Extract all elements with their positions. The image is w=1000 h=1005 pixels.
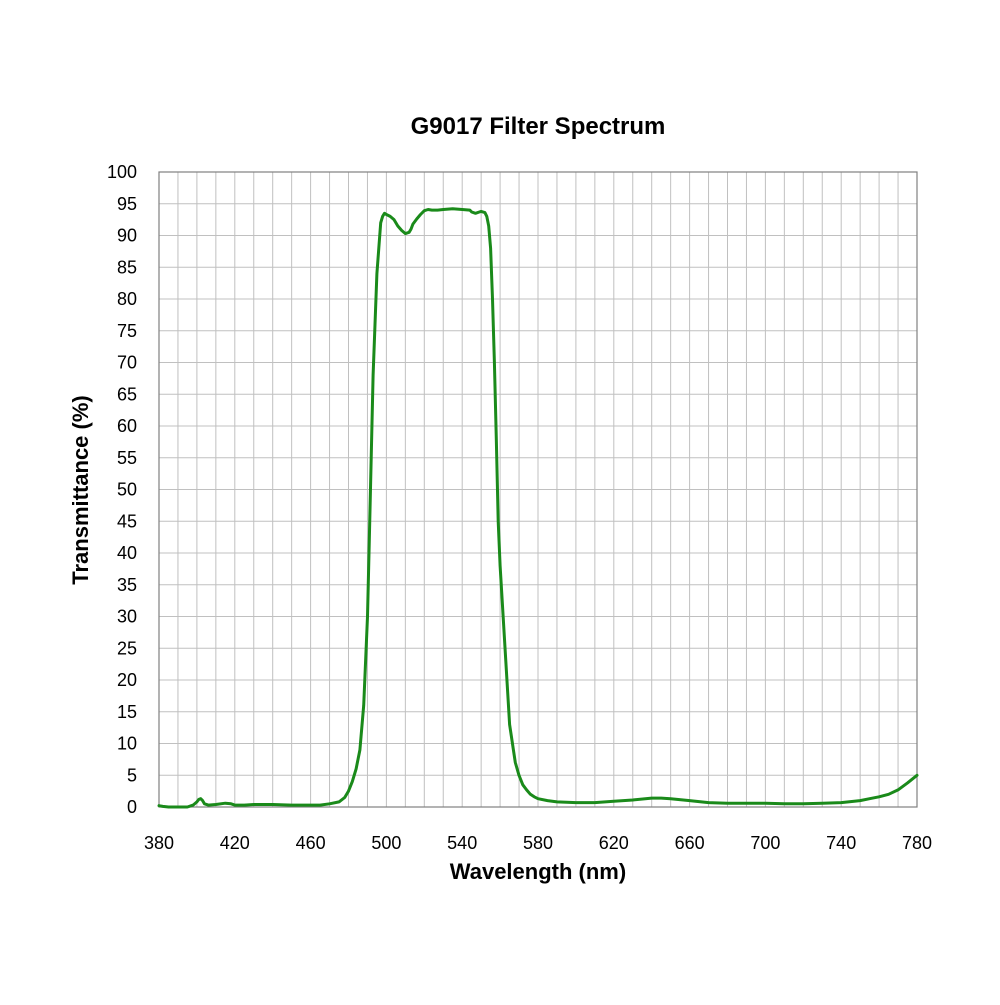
x-tick-label: 740 <box>826 833 856 853</box>
y-tick-labels: 0 5 10 15 20 25 30 35 40 45 50 55 60 65 70 75 80 85 90 95 10… <box>107 162 137 817</box>
x-axis-title: Wavelength (nm) <box>450 859 626 884</box>
y-tick-label: 35 <box>117 575 137 595</box>
y-tick-label: 100 <box>107 162 137 182</box>
y-tick-label: 75 <box>117 321 137 341</box>
grid <box>159 172 917 807</box>
x-tick-label: 500 <box>371 833 401 853</box>
x-tick-label: 460 <box>296 833 326 853</box>
x-tick-label: 580 <box>523 833 553 853</box>
y-tick-label: 30 <box>117 607 137 627</box>
plot-frame <box>158 171 918 808</box>
x-tick-label: 380 <box>144 833 174 853</box>
x-tick-label: 620 <box>599 833 629 853</box>
y-tick-label: 20 <box>117 670 137 690</box>
y-tick-label: 10 <box>117 734 137 754</box>
y-tick-label: 70 <box>117 353 137 373</box>
y-tick-label: 45 <box>117 511 137 531</box>
y-tick-label: 85 <box>117 257 137 277</box>
x-tick-label: 420 <box>220 833 250 853</box>
x-tick-label: 540 <box>447 833 477 853</box>
y-tick-label: 5 <box>127 765 137 785</box>
y-tick-label: 40 <box>117 543 137 563</box>
y-tick-label: 55 <box>117 448 137 468</box>
y-tick-label: 65 <box>117 384 137 404</box>
series-layer <box>157 207 919 809</box>
x-tick-label: 660 <box>675 833 705 853</box>
y-tick-label: 90 <box>117 226 137 246</box>
transmittance-line <box>157 207 919 809</box>
y-axis-title: Transmittance (%) <box>68 395 93 585</box>
y-tick-label: 50 <box>117 480 137 500</box>
y-tick-label: 25 <box>117 638 137 658</box>
y-tick-label: 0 <box>127 797 137 817</box>
y-tick-label: 95 <box>117 194 137 214</box>
x-tick-label: 700 <box>750 833 780 853</box>
plot-area-border <box>158 171 918 808</box>
x-tick-labels: 380 420 460 500 540 580 620 660 700 740 780 <box>144 833 932 853</box>
y-tick-label: 80 <box>117 289 137 309</box>
x-tick-label: 780 <box>902 833 932 853</box>
y-tick-label: 60 <box>117 416 137 436</box>
chart-title: G9017 Filter Spectrum <box>411 113 666 140</box>
y-tick-label: 15 <box>117 702 137 722</box>
